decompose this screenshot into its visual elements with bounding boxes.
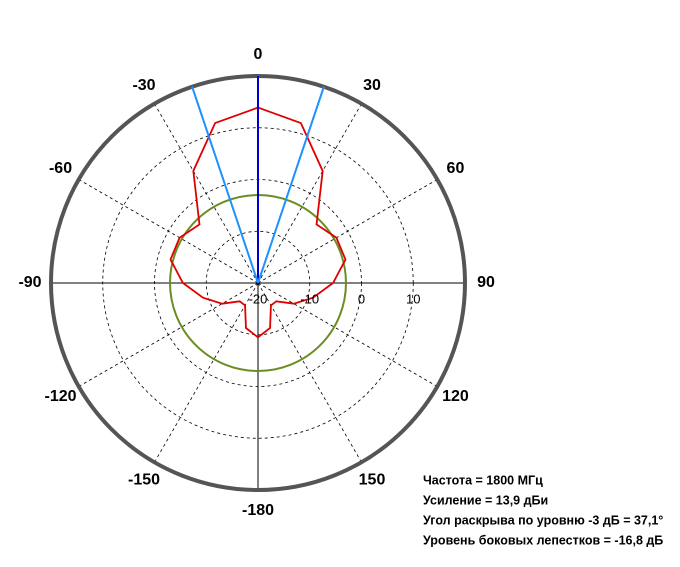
- angle-label: 30: [363, 77, 381, 94]
- angle-label: 0: [254, 46, 263, 63]
- annotation: Частота = 1800 МГц: [423, 473, 543, 487]
- angle-label: 90: [477, 274, 495, 291]
- annotation: Угол раскрыва по уровню -3 дБ = 37,1°: [423, 513, 663, 527]
- beam-line: [257, 86, 325, 284]
- radial-label: -10: [300, 291, 319, 306]
- angle-label: -30: [132, 77, 155, 94]
- annotation: Усиление = 13,9 дБи: [423, 493, 548, 507]
- annotation: Уровень боковых лепестков = -16,8 дБ: [423, 533, 663, 547]
- radial-label: 10: [406, 291, 420, 306]
- radial-label: -20: [249, 291, 268, 306]
- angle-label: 150: [359, 472, 386, 489]
- angle-label: -150: [128, 472, 160, 489]
- spoke: [257, 282, 438, 387]
- angle-label: 120: [442, 388, 469, 405]
- angle-label: -60: [49, 160, 72, 177]
- angle-label: -120: [45, 388, 77, 405]
- angle-label: -180: [242, 502, 274, 519]
- angle-label: 60: [447, 160, 465, 177]
- spoke: [154, 282, 259, 463]
- spoke: [78, 282, 259, 387]
- angle-label: -90: [18, 274, 41, 291]
- spoke: [257, 103, 362, 284]
- beam-line: [191, 86, 259, 284]
- spoke: [257, 282, 362, 463]
- radial-label: 0: [358, 291, 365, 306]
- spoke: [257, 179, 438, 284]
- spoke: [154, 103, 259, 284]
- spoke: [78, 179, 259, 284]
